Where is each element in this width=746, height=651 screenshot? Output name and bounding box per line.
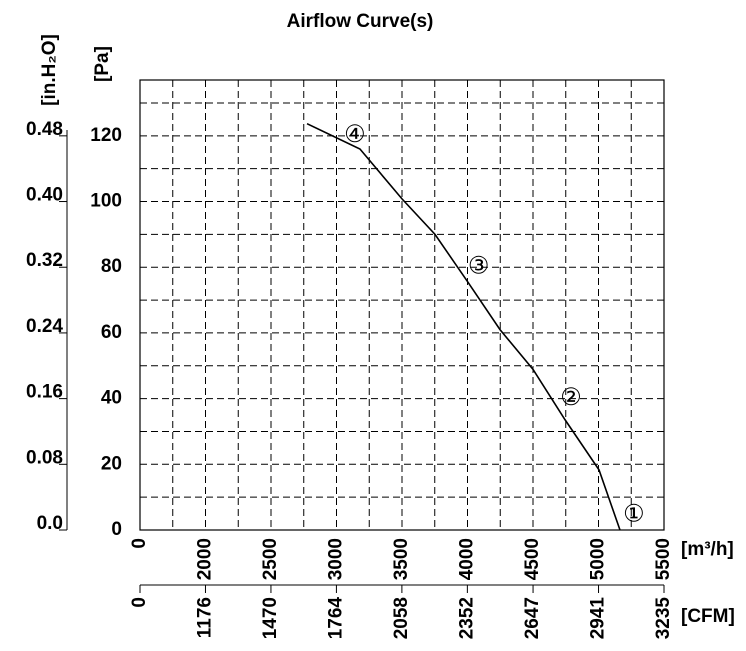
x2-tick-label: 1176 bbox=[194, 597, 215, 638]
y2-tick-label: 0.24 bbox=[26, 316, 63, 337]
x-tick-label: 2500 bbox=[260, 538, 281, 580]
x-tick-label: 3500 bbox=[391, 538, 412, 580]
x2-tick-label: 2941 bbox=[588, 597, 609, 640]
y-tick-label: 100 bbox=[90, 191, 122, 212]
y-axis-label: [Pa] bbox=[92, 46, 113, 82]
x2-tick-label: 0 bbox=[129, 597, 150, 608]
y-tick-label: 0 bbox=[111, 519, 122, 540]
plot-frame bbox=[139, 79, 665, 531]
y-tick-label: 20 bbox=[101, 453, 122, 474]
curve-point-label: ① bbox=[623, 501, 645, 528]
x2-tick-label: 1764 bbox=[325, 597, 346, 640]
y2-tick-label: 0.08 bbox=[26, 447, 63, 468]
y-tick-label: 80 bbox=[101, 256, 122, 277]
curve-point-label: ③ bbox=[468, 253, 490, 280]
x2-tick-label: 2647 bbox=[522, 597, 543, 639]
curve-point-label: ② bbox=[560, 384, 582, 411]
x-tick-label: 4000 bbox=[457, 538, 478, 580]
x-tick-label: 5000 bbox=[588, 538, 609, 580]
x-tick-label: 2000 bbox=[195, 538, 216, 580]
x2-axis-label: [CFM] bbox=[681, 606, 735, 627]
curve-point-label: ④ bbox=[344, 121, 366, 148]
y2-tick-label: 0.40 bbox=[26, 185, 63, 206]
chart-title: Airflow Curve(s) bbox=[287, 11, 434, 32]
x2-tick-label: 1470 bbox=[260, 597, 281, 639]
y-tick-label: 60 bbox=[101, 322, 122, 343]
y2-tick-label: 0.32 bbox=[26, 250, 63, 271]
y-tick-label: 40 bbox=[101, 388, 122, 409]
y2-axis-label: [in.H₂O] bbox=[39, 34, 60, 106]
y2-tick-label: 0.16 bbox=[26, 382, 63, 403]
y2-tick-label: 0.48 bbox=[26, 119, 63, 140]
x2-tick-label: 3235 bbox=[653, 597, 674, 640]
x2-tick-label: 2352 bbox=[456, 597, 477, 639]
x-axis-label: [m³/h] bbox=[681, 539, 734, 560]
x2-tick-label: 2058 bbox=[391, 597, 412, 639]
y-tick-label: 120 bbox=[90, 125, 122, 146]
y2-tick-label: 0.0 bbox=[37, 513, 63, 534]
x-tick-label: 4500 bbox=[522, 538, 543, 580]
x-tick-label: 3000 bbox=[326, 538, 347, 580]
airflow-curve bbox=[306, 122, 621, 531]
x-tick-label: 0 bbox=[129, 538, 150, 549]
x-tick-label: 5500 bbox=[653, 538, 674, 580]
